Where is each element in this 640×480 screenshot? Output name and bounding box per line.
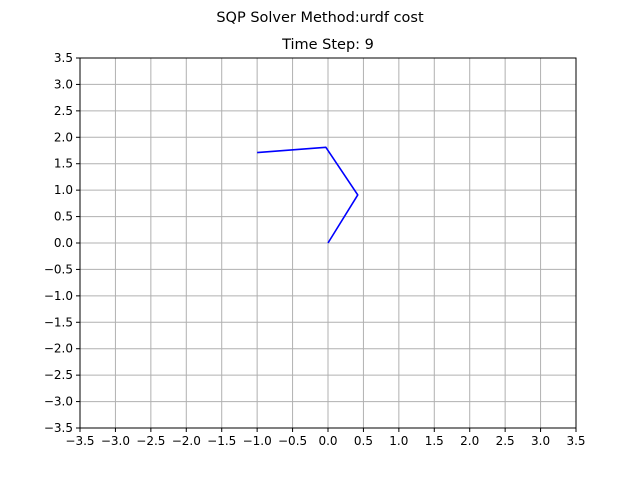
y-tick-label: −3.0 (44, 395, 73, 409)
x-tick-label: 1.0 (389, 434, 408, 448)
x-tick-label: −2.0 (172, 434, 201, 448)
y-tick-label: −2.5 (44, 368, 73, 382)
grid (79, 57, 577, 429)
figure-suptitle: SQP Solver Method:urdf cost (216, 10, 424, 26)
y-tick-label: 0.0 (54, 236, 73, 250)
y-tick-label: 1.5 (54, 157, 73, 171)
y-axis: −3.5 −3.0 −2.5 −2.0 −1.5 −1.0 −0.5 0.0 0.5 1.0 1.5… (44, 51, 80, 435)
x-tick-label: −3.5 (65, 434, 94, 448)
series-line-0 (257, 146, 359, 244)
y-tick-label: −2.0 (44, 342, 73, 356)
y-tick-label: −0.5 (44, 262, 73, 276)
x-tick-label: −1.5 (207, 434, 236, 448)
y-tick-label: 2.5 (54, 104, 73, 118)
y-tick-label: 1.0 (54, 183, 73, 197)
x-tick-label: 0.5 (354, 434, 373, 448)
plot-title: Time Step: 9 (281, 37, 374, 53)
x-tick-label: −1.0 (243, 434, 272, 448)
x-axis: −3.5 −3.0 −2.5 −2.0 −1.5 −1.0 −0.5 0.0 0.5 1.0 1.5… (65, 428, 586, 448)
x-tick-label: −2.5 (136, 434, 165, 448)
x-tick-label: 3.5 (566, 434, 585, 448)
y-tick-label: 3.5 (54, 51, 73, 65)
y-tick-label: 0.5 (54, 210, 73, 224)
x-tick-label: 2.0 (460, 434, 479, 448)
x-tick-label: 0.0 (318, 434, 337, 448)
x-tick-label: 3.0 (531, 434, 550, 448)
x-tick-label: 1.5 (425, 434, 444, 448)
y-tick-label: 2.0 (54, 130, 73, 144)
x-tick-label: 2.5 (496, 434, 515, 448)
y-tick-label: 3.0 (54, 77, 73, 91)
x-tick-label: −0.5 (278, 434, 307, 448)
x-tick-label: −3.0 (101, 434, 130, 448)
y-tick-label: −3.5 (44, 421, 73, 435)
plot-area (79, 57, 577, 429)
series-layer (257, 146, 359, 244)
y-tick-label: −1.0 (44, 289, 73, 303)
y-tick-label: −1.5 (44, 315, 73, 329)
